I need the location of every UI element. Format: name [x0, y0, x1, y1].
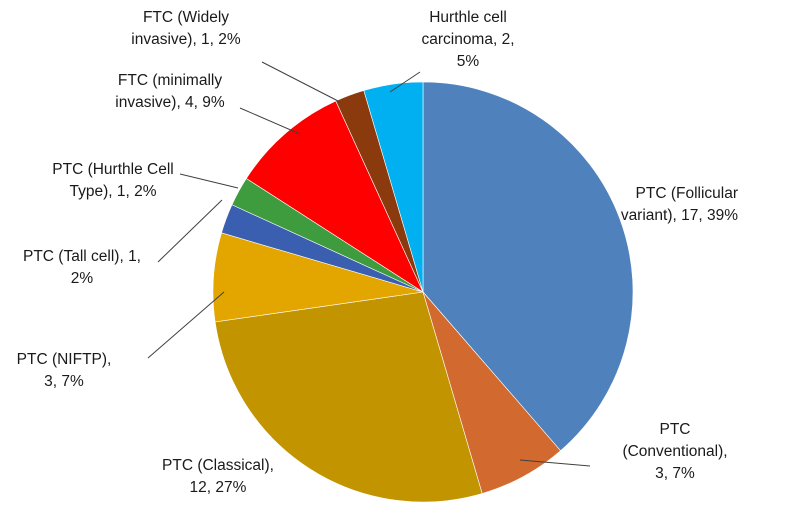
slice-label-9: Hurthle cell carcinoma, 2, 5%: [421, 9, 514, 70]
leader-lines: [147, 61, 591, 467]
slice-label-5: PTC (Tall cell), 1, 2%: [23, 248, 141, 287]
pie-slice-7: [245, 100, 424, 293]
slice-label-line: PTC (Tall cell), 1,: [23, 248, 141, 265]
slice-label-line: FTC (minimally: [118, 72, 222, 89]
slice-label-line: PTC (Classical),: [162, 457, 274, 474]
leader-line-8: [261, 61, 341, 103]
leader-line-4: [147, 291, 225, 359]
pie-slice-9: [363, 81, 424, 293]
slice-label-6: PTC (Hurthle Cell Type), 1, 2%: [52, 161, 173, 200]
slice-label-line: PTC (Follicular: [636, 185, 738, 202]
slice-label-4: PTC (NIFTP), 3, 7%: [17, 351, 112, 390]
leader-line-6: [179, 173, 239, 189]
pie-slice-3: [214, 291, 483, 503]
slice-label-line: PTC (NIFTP),: [17, 351, 112, 368]
slice-label-line: FTC (Widely: [143, 9, 229, 26]
slice-label-line: PTC (Hurthle Cell: [52, 161, 173, 178]
slice-label-line: Type), 1, 2%: [69, 183, 156, 200]
slice-label-line: Hurthle cell: [429, 9, 507, 26]
slice-label-line: 3, 7%: [655, 465, 695, 482]
pie-slice-1: [422, 81, 634, 452]
slice-label-3: PTC (Classical), 12, 27%: [162, 457, 274, 496]
slice-label-line: variant), 17, 39%: [621, 207, 738, 224]
leader-line-9: [389, 71, 421, 93]
slice-label-line: 3, 7%: [44, 373, 84, 390]
slice-label-line: 5%: [457, 53, 480, 70]
leader-line-5: [157, 199, 223, 263]
slice-label-line: 12, 27%: [190, 479, 247, 496]
pie-slices: [212, 81, 634, 503]
slice-label-line: PTC: [660, 421, 691, 438]
slice-label-1: PTC (Follicular variant), 17, 39%: [621, 185, 738, 224]
slice-label-line: 2%: [71, 270, 94, 287]
slice-label-2: PTC (Conventional), 3, 7%: [622, 421, 727, 482]
slice-label-line: (Conventional),: [622, 443, 727, 460]
slice-label-8: FTC (Widely invasive), 1, 2%: [131, 9, 241, 48]
slice-label-line: invasive), 1, 2%: [131, 31, 241, 48]
slice-label-7: FTC (minimally invasive), 4, 9%: [115, 72, 225, 111]
slice-labels: PTC (Follicular variant), 17, 39% PTC (Conv…: [17, 9, 739, 496]
slice-label-line: invasive), 4, 9%: [115, 94, 225, 111]
leader-line-2: [519, 459, 591, 467]
leader-line-7: [239, 107, 301, 135]
slice-label-line: carcinoma, 2,: [421, 31, 514, 48]
